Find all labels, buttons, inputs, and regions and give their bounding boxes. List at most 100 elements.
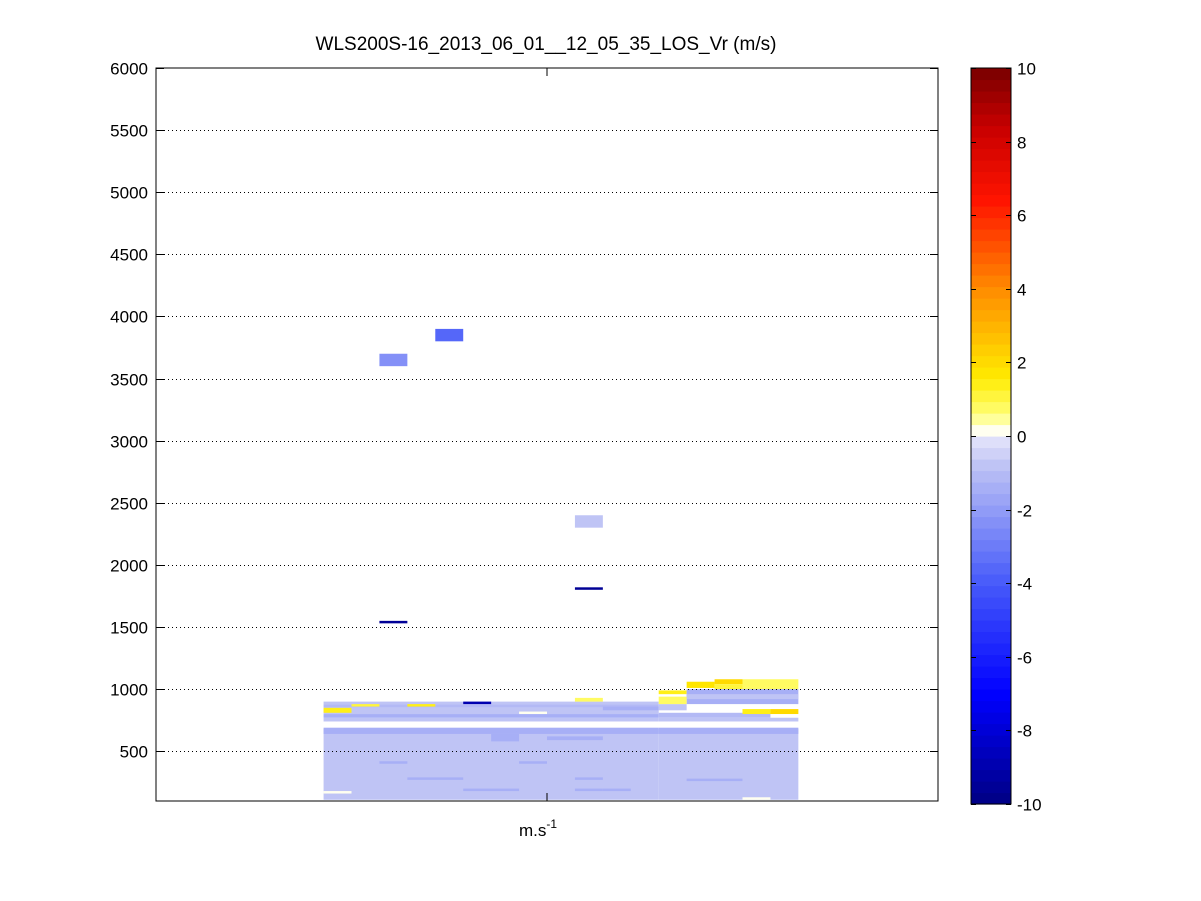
heatmap-cell xyxy=(574,777,603,780)
colorbar-segment xyxy=(971,436,1011,449)
heatmap-cell xyxy=(379,761,408,764)
heatmap-cell xyxy=(742,709,771,715)
heatmap-cell xyxy=(574,515,603,528)
colorbar-segment xyxy=(971,493,1011,506)
heatmap-cell xyxy=(602,706,659,711)
heatmap-cell xyxy=(323,704,659,708)
colorbar-tick-label: -4 xyxy=(1017,575,1032,594)
plot-background xyxy=(156,68,938,801)
colorbar-segment xyxy=(971,275,1011,288)
colorbar-segment xyxy=(971,505,1011,518)
heatmap-cell xyxy=(323,727,659,734)
plot-area: 500 1000 1500 2000 2500 3000 3500 4000 4500 5000 5… xyxy=(110,60,939,802)
colorbar-segment xyxy=(971,758,1011,771)
colorbar-segment xyxy=(971,585,1011,598)
colorbar-segment xyxy=(971,723,1011,736)
colorbar-segment xyxy=(971,332,1011,345)
colorbar-tick-label: 6 xyxy=(1017,207,1026,226)
chart-title: WLS200S-16_2013_06_01__12_05_35_LOS_Vr (… xyxy=(316,34,777,55)
heatmap-cell xyxy=(491,733,520,742)
heatmap-cell xyxy=(379,353,408,367)
heatmap-cell xyxy=(574,587,603,590)
colorbar-segment xyxy=(971,424,1011,437)
colorbar-segment xyxy=(971,666,1011,679)
colorbar-segment xyxy=(971,597,1011,610)
y-tick-label: 2500 xyxy=(110,495,148,514)
heatmap-cell xyxy=(658,690,687,695)
colorbar-segment xyxy=(971,102,1011,115)
heatmap-cells xyxy=(323,328,799,800)
colorbar-segment xyxy=(971,229,1011,242)
colorbar-segment xyxy=(971,516,1011,529)
colorbar-tick-label: 8 xyxy=(1017,134,1026,153)
colorbar-segment xyxy=(971,286,1011,299)
heatmap-cell xyxy=(323,707,659,715)
y-tick-label: 6000 xyxy=(110,60,148,79)
heatmap-cell xyxy=(658,727,799,734)
heatmap-cell xyxy=(323,717,659,722)
colorbar-segment xyxy=(971,217,1011,230)
heatmap-cell xyxy=(435,328,464,342)
colorbar-segment xyxy=(971,401,1011,414)
colorbar-segment xyxy=(971,677,1011,690)
colorbar-tick-label: -10 xyxy=(1017,796,1042,815)
heatmap-cell xyxy=(407,704,436,707)
colorbar-segment xyxy=(971,298,1011,311)
colorbar-segment xyxy=(971,194,1011,207)
heatmap-cell xyxy=(686,694,799,700)
colorbar-segment xyxy=(971,700,1011,713)
colorbar-tick-label: 2 xyxy=(1017,354,1026,373)
colorbar-segment xyxy=(971,781,1011,794)
colorbar-segment xyxy=(971,344,1011,357)
colorbar-segment xyxy=(971,769,1011,782)
colorbar-segment xyxy=(971,482,1011,495)
heatmap-cell xyxy=(519,711,547,715)
heatmap-cell xyxy=(547,736,603,741)
colorbar-segment xyxy=(971,551,1011,564)
colorbar-segment xyxy=(971,413,1011,426)
colorbar-segment xyxy=(971,183,1011,196)
colorbar-segment xyxy=(971,240,1011,253)
heatmap-cell xyxy=(519,761,547,764)
heatmap-cell xyxy=(714,679,743,685)
heatmap-cell xyxy=(686,681,715,688)
colorbar-segment xyxy=(971,746,1011,759)
y-tick-label: 3500 xyxy=(110,371,148,390)
heatmap-cell xyxy=(658,696,687,705)
colorbar-segment xyxy=(971,735,1011,748)
x-axis-label-text: m.s xyxy=(519,821,546,840)
colorbar-segment xyxy=(971,574,1011,587)
colorbar-tick-label: 10 xyxy=(1017,60,1036,79)
heatmap-cell xyxy=(770,709,799,715)
heatmap-cell xyxy=(323,714,659,718)
x-axis-label-superscript: -1 xyxy=(546,817,557,831)
colorbar-segment xyxy=(971,792,1011,805)
y-tick-label: 4000 xyxy=(110,308,148,327)
colorbar-segment xyxy=(971,654,1011,667)
heatmap-cell xyxy=(658,717,799,722)
y-tick-label: 5500 xyxy=(110,122,148,141)
y-axis: 500 1000 1500 2000 2500 3000 3500 4000 4500 5000 5… xyxy=(110,60,938,801)
colorbar-segment xyxy=(971,528,1011,541)
colorbar-segment xyxy=(971,171,1011,184)
colorbar-segment xyxy=(971,608,1011,621)
heatmap-cell xyxy=(463,701,492,705)
colorbar-segment xyxy=(971,689,1011,702)
heatmap-cell xyxy=(658,712,771,718)
heatmap-cell xyxy=(686,778,743,782)
colorbar-segment xyxy=(971,620,1011,633)
colorbar-segment xyxy=(971,631,1011,644)
colorbar-segment xyxy=(971,137,1011,150)
colorbar-segment xyxy=(971,263,1011,276)
colorbar-tick-label: -2 xyxy=(1017,502,1032,521)
y-tick-label: 5000 xyxy=(110,184,148,203)
colorbar-segment xyxy=(971,459,1011,472)
heatmap-cell xyxy=(379,620,408,624)
colorbar-segment xyxy=(971,355,1011,368)
x-axis-label: m.s-1 xyxy=(519,817,557,840)
colorbar-segment xyxy=(971,321,1011,334)
colorbar-segment xyxy=(971,91,1011,104)
colorbar-segment xyxy=(971,378,1011,391)
colorbar-segment xyxy=(971,562,1011,575)
